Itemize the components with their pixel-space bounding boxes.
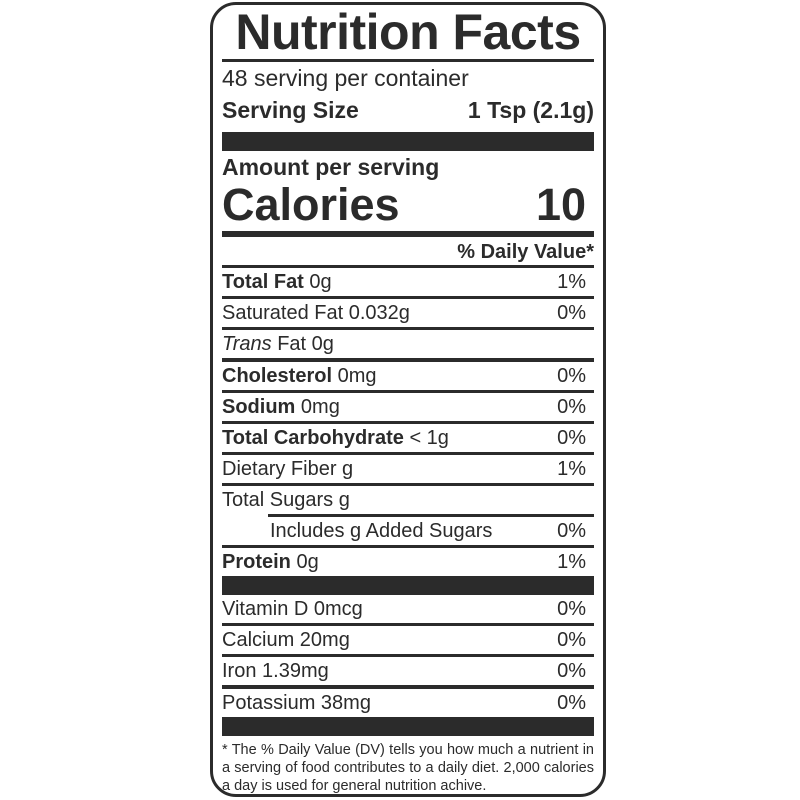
calories-row: Calories 10 <box>222 179 594 231</box>
vitamin-row-iron: Iron 1.39mg 0% <box>222 657 594 689</box>
nutrient-name: Total Sugars <box>222 489 334 511</box>
vitamin-name: Iron 1.39mg <box>222 660 329 682</box>
nutrient-amount: g <box>342 458 354 480</box>
nutrient-amount: < 1g <box>409 427 449 449</box>
nutrient-name: Trans <box>222 333 272 355</box>
vitamin-row-calcium: Calcium 20mg 0% <box>222 626 594 657</box>
footnote: * The % Daily Value (DV) tells you how m… <box>222 742 594 794</box>
vitamin-name: Vitamin D 0mcg <box>222 598 363 620</box>
vitamin-dv: 0% <box>557 692 586 714</box>
nutrient-amount: 0mg <box>300 396 340 418</box>
nutrient-name: Total Carbohydrate <box>222 427 404 449</box>
thick-divider <box>222 717 594 736</box>
nutrition-facts-label: Nutrition Facts 48 serving per container… <box>210 2 606 797</box>
indented-divider <box>268 514 594 517</box>
nutrient-row-protein: Protein 0g 1% <box>222 548 594 576</box>
nutrient-amount: 0g <box>311 333 334 355</box>
nutrient-dv: 1% <box>557 458 586 480</box>
nutrient-name: Includes g Added Sugars <box>270 520 493 542</box>
amount-per-serving: Amount per serving <box>222 154 440 180</box>
nutrient-name: Sodium <box>222 396 296 418</box>
vitamin-dv: 0% <box>557 629 586 651</box>
thick-divider <box>222 132 594 151</box>
nutrient-row-total-sugars: Total Sugars g <box>222 486 594 514</box>
nutrient-row-total-fat: Total Fat 0g 1% <box>222 268 594 299</box>
nutrient-amount: 0g <box>296 551 319 573</box>
nutrient-row-trans-fat: Trans Fat 0g <box>222 330 594 362</box>
nutrient-row-total-carbohydrate: Total Carbohydrate < 1g 0% <box>222 424 594 455</box>
nutrient-row-sodium: Sodium 0mg 0% <box>222 393 594 424</box>
nutrient-row-saturated-fat: Saturated Fat 0.032g 0% <box>222 299 594 330</box>
nutrient-row-dietary-fiber: Dietary Fiber g 1% <box>222 455 594 486</box>
serving-size-row: Serving Size 1 Tsp (2.1g) <box>222 92 594 132</box>
vitamin-name: Potassium 38mg <box>222 692 371 714</box>
nutrient-name: Protein <box>222 551 291 573</box>
nutrient-row-cholesterol: Cholesterol 0mg 0% <box>222 362 594 393</box>
divider <box>222 59 594 62</box>
nutrient-name-rest: Fat <box>277 333 307 355</box>
vitamin-dv: 0% <box>557 660 586 682</box>
nutrient-dv: 1% <box>557 551 586 573</box>
nutrient-dv: 1% <box>557 271 586 293</box>
daily-value-header: % Daily Value* <box>457 241 594 263</box>
vitamin-dv: 0% <box>557 598 586 620</box>
nutrient-dv: 0% <box>557 302 586 324</box>
nutrient-amount: g <box>338 489 350 511</box>
nutrient-row-added-sugars: Includes g Added Sugars 0% <box>222 517 594 548</box>
nutrient-dv: 0% <box>557 365 586 387</box>
vitamin-row-potassium: Potassium 38mg 0% <box>222 689 594 717</box>
nutrient-name: Cholesterol <box>222 365 333 387</box>
medium-divider <box>222 231 594 237</box>
divider <box>222 265 594 268</box>
nutrient-name: Saturated Fat <box>222 302 344 324</box>
vitamin-row-vitamin-d: Vitamin D 0mcg 0% <box>222 595 594 626</box>
label-title: Nutrition Facts <box>235 4 581 60</box>
calories-label: Calories <box>222 179 400 230</box>
nutrient-dv: 0% <box>557 427 586 449</box>
nutrient-amount: 0.032g <box>348 302 410 324</box>
thick-divider <box>222 576 594 595</box>
calories-value: 10 <box>535 179 586 230</box>
nutrient-name: Dietary Fiber <box>222 458 337 480</box>
nutrient-dv: 0% <box>557 396 586 418</box>
serving-size-label: Serving Size <box>222 97 359 123</box>
nutrient-amount: 0g <box>309 271 332 293</box>
nutrient-name: Total Fat <box>222 271 304 293</box>
nutrient-amount: 0mg <box>337 365 377 387</box>
vitamin-name: Calcium 20mg <box>222 629 350 651</box>
nutrient-dv: 0% <box>557 520 586 542</box>
servings-per-container: 48 serving per container <box>222 65 469 91</box>
serving-size-value: 1 Tsp (2.1g) <box>467 97 594 123</box>
